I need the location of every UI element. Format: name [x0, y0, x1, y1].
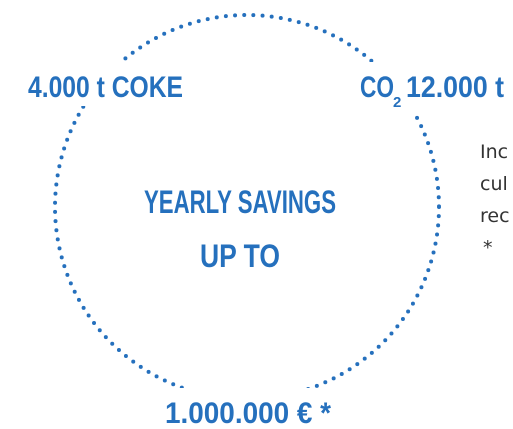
center-line: YEARLY SAVINGS [144, 184, 336, 220]
co2-amount: 12.000 t [406, 71, 504, 104]
footnote-mark: * [483, 237, 493, 259]
side-text-line: rec [480, 205, 510, 227]
center-line: UP TO [200, 238, 280, 274]
dotted-circle [53, 13, 441, 401]
co2-prefix: CO [360, 71, 394, 104]
side-text-line: cul [480, 173, 508, 195]
co2-subscript: 2 [393, 94, 401, 111]
side-text-line: Inc [480, 141, 508, 163]
label-backing [160, 388, 340, 429]
label-backing [356, 62, 506, 112]
coke-label: 4.000 t COKE [28, 71, 183, 104]
label-backing [24, 62, 190, 106]
money-label: 1.000.000 € * [165, 397, 331, 429]
